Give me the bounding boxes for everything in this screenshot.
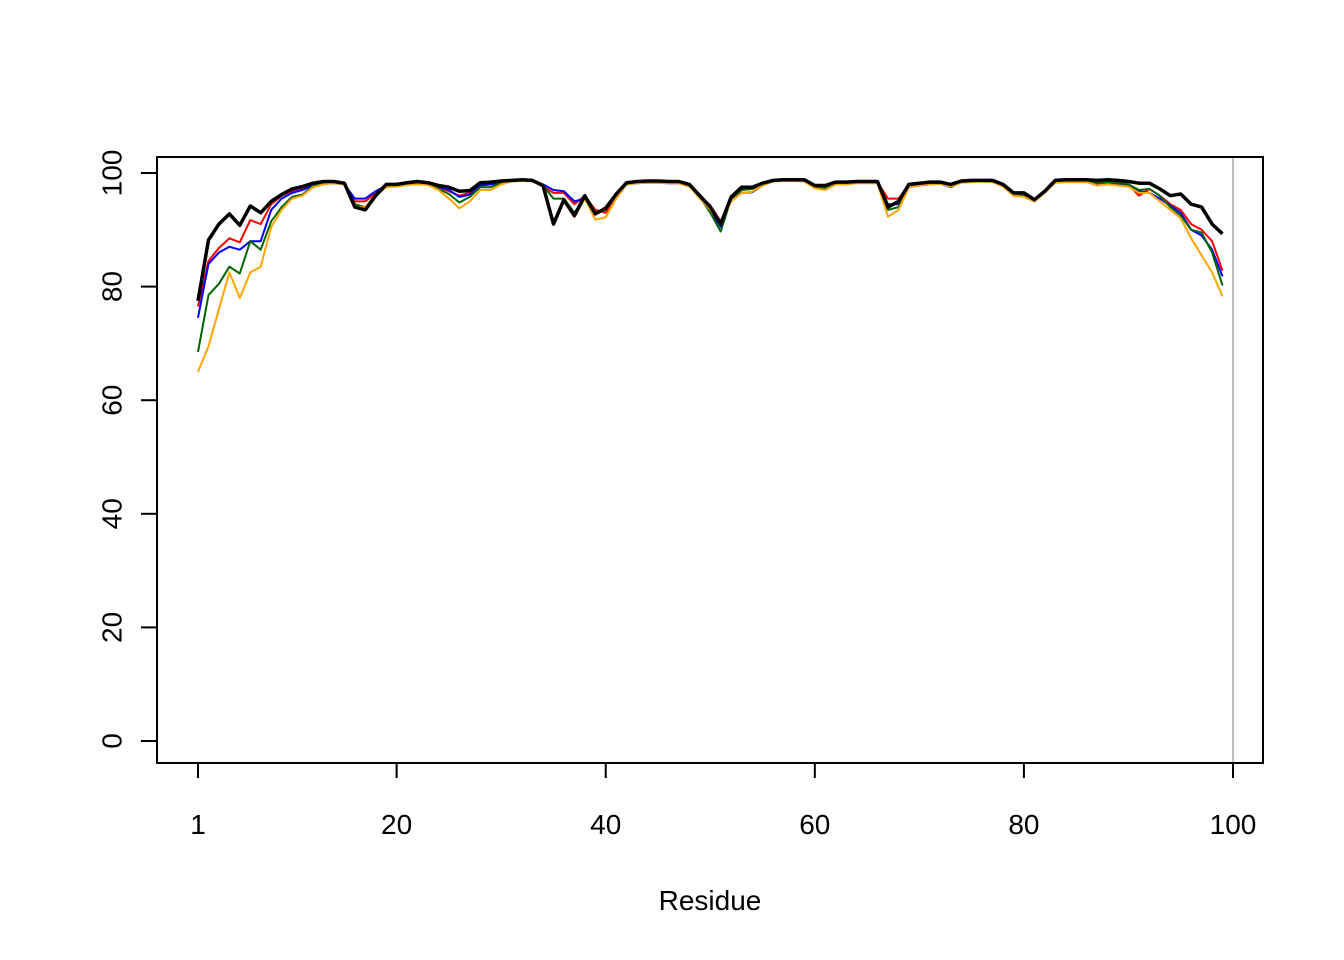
y-tick-label: 40 (97, 498, 128, 529)
y-tick-label: 100 (97, 150, 128, 197)
x-tick-label: 20 (381, 809, 412, 840)
x-tick-label: 60 (799, 809, 830, 840)
x-tick-label: 1 (190, 809, 206, 840)
y-axis: 0 20 40 60 80 100 (97, 150, 158, 749)
x-axis-title: Residue (659, 885, 762, 916)
y-tick-label: 20 (97, 612, 128, 643)
y-tick-label: 60 (97, 385, 128, 416)
x-tick-label: 100 (1210, 809, 1257, 840)
series-line-1 (196, 178, 1224, 302)
y-tick-label: 0 (97, 733, 128, 749)
series-layer (196, 178, 1224, 373)
x-axis: 1 20 40 60 80 100 (190, 762, 1257, 840)
x-tick-label: 40 (590, 809, 621, 840)
x-tick-label: 80 (1008, 809, 1039, 840)
y-tick-label: 80 (97, 271, 128, 302)
